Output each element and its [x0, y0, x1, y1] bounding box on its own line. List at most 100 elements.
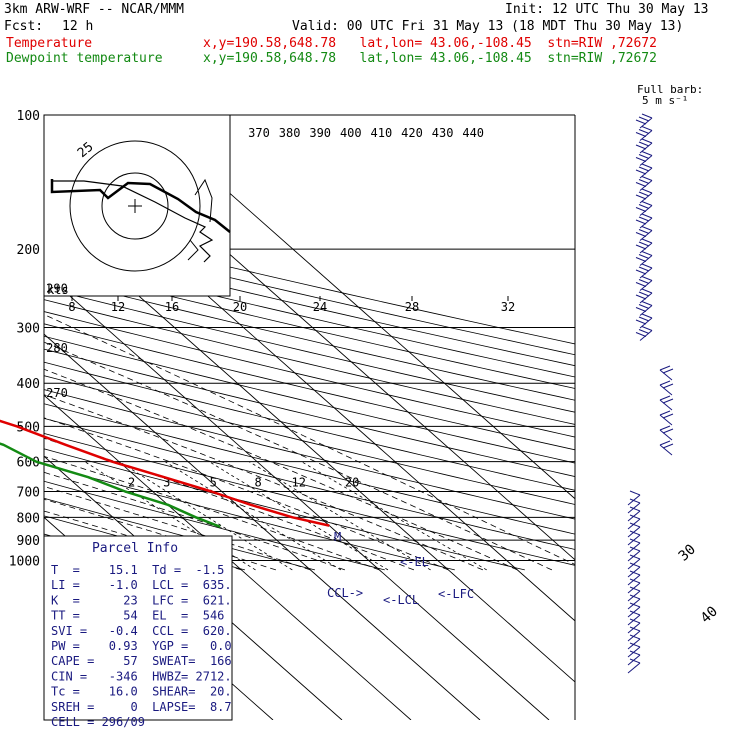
- wind-barb-staff: [659, 369, 673, 381]
- wind-barb-feather: [638, 291, 650, 297]
- wind-barb-feather: [638, 229, 650, 234]
- mixing-ratio-label-5: 5: [210, 475, 217, 489]
- wind-barb-feather: [629, 546, 641, 552]
- wind-barb-staff: [659, 414, 673, 426]
- wind-barb-feather: [662, 413, 674, 419]
- wind-barb-staff: [639, 242, 653, 254]
- isotherm--10: [44, 394, 412, 720]
- wind-barb-feather: [641, 313, 653, 319]
- moist-adiabat-20: [44, 417, 449, 571]
- wind-barb-staff: [627, 494, 641, 506]
- mixing-ratio-5: [164, 461, 342, 571]
- wind-barb-feather: [635, 144, 647, 150]
- dry-adiabat-440: [44, 264, 575, 389]
- hodograph-trace-upper: [187, 178, 213, 261]
- parcel-row: T = 15.1 Td = -1.5: [51, 563, 224, 577]
- wind-barb-feather: [641, 188, 653, 194]
- wind-barb-staff: [627, 566, 641, 578]
- moist-adiabat-30: [44, 368, 518, 571]
- mixing-ratio-label-12: 12: [291, 475, 305, 489]
- wind-barb-feather: [659, 395, 671, 401]
- hodograph-ring-1: [69, 140, 201, 272]
- theta-label-290: 290: [46, 281, 68, 295]
- wind-barb-feather: [635, 119, 647, 125]
- theta-label-270: 270: [46, 386, 68, 400]
- wind-barb-staff: [639, 330, 653, 341]
- wind-barb-feather: [659, 365, 671, 371]
- parcel-row: TT = 54 EL = 546: [51, 609, 224, 623]
- theta-label-400: 400: [340, 126, 362, 140]
- init-time: Init: 12 UTC Thu 30 May 13: [505, 2, 709, 17]
- forecast-label: Fcst:: [4, 19, 44, 34]
- wind-barb-feather: [629, 538, 641, 544]
- pressure-label-800: 800: [17, 511, 40, 526]
- wind-barb-feather: [635, 294, 647, 300]
- wind-barb-staff: [627, 598, 641, 610]
- parcel-row: SVI = -0.4 CCL = 620.: [51, 624, 232, 638]
- wind-barb-staff: [639, 130, 653, 141]
- wind-barb-staff: [627, 526, 641, 538]
- wind-barb-staff: [659, 399, 673, 411]
- wind-barb-feather: [629, 618, 641, 624]
- wind-barb-feather: [638, 116, 650, 122]
- pressure-label-400: 400: [17, 377, 40, 392]
- wind-barb-feather: [659, 410, 671, 416]
- barb-legend-unit: 5 m s⁻¹: [642, 94, 688, 107]
- isotherm-0: [44, 333, 481, 720]
- wind-barb-staff: [627, 582, 641, 594]
- wind-barb-staff: [627, 654, 641, 666]
- wind-barb-feather: [635, 232, 647, 237]
- pressure-label-900: 900: [17, 534, 40, 549]
- wind-barb-feather: [635, 332, 647, 337]
- wind-barb-feather: [629, 490, 641, 496]
- wind-barb-feather: [641, 163, 653, 169]
- wind-barb-feather: [659, 380, 671, 386]
- wind-barb-feather: [629, 506, 641, 512]
- moist-adiabat-0: [44, 486, 311, 571]
- wind-barb-feather: [641, 226, 653, 231]
- wind-barb-feather: [629, 586, 641, 592]
- wind-barb-staff: [639, 155, 653, 166]
- wind-barb-feather: [638, 254, 650, 259]
- wind-barb-feather: [638, 141, 650, 147]
- theta-label-380: 380: [279, 126, 301, 140]
- dry-adiabat-350: [44, 375, 575, 505]
- wind-barb-staff: [639, 230, 653, 241]
- wind-barb-feather: [635, 182, 647, 187]
- parcel-level-lfc: <-LFC: [438, 587, 474, 601]
- wind-barb-feather: [629, 570, 641, 576]
- wind-barb-feather: [635, 219, 647, 225]
- wind-barb-feather: [641, 263, 653, 269]
- wind-barb-feather: [638, 179, 650, 184]
- wind-barb-staff: [627, 630, 641, 642]
- wind-barb-staff: [639, 255, 653, 266]
- wind-barb-staff: [639, 267, 653, 279]
- dry-adiabat-380: [44, 335, 575, 464]
- dry-adiabat-330: [44, 403, 575, 535]
- wind-barb-feather: [629, 578, 641, 584]
- wind-barb-feather: [638, 304, 650, 309]
- theta-label-390: 390: [309, 126, 331, 140]
- dewpoint-legend-label: Dewpoint temperature: [6, 51, 163, 66]
- moist-adiabat-40: [44, 314, 575, 565]
- wind-barb-staff: [639, 292, 653, 304]
- wind-barb-feather: [638, 129, 650, 134]
- hodograph-tick-12: 12: [111, 300, 125, 314]
- wind-barb-feather: [641, 326, 653, 331]
- wind-barb-staff: [639, 305, 653, 316]
- wind-barb-feather: [641, 113, 653, 119]
- wind-barb-feather: [641, 151, 653, 156]
- moist-adiabat-25: [44, 394, 484, 571]
- hodograph-tick-16: 16: [165, 300, 179, 314]
- wind-barb-feather: [635, 244, 647, 250]
- moist-adiabat-10: [44, 455, 380, 571]
- dry-adiabat-470: [44, 232, 575, 356]
- wind-barb-feather: [629, 554, 641, 560]
- wind-barb-feather: [641, 213, 653, 219]
- isotherm-label-40: 40: [698, 603, 721, 626]
- wind-barb-feather: [638, 329, 650, 334]
- moist-adiabat--5: [44, 498, 277, 571]
- dewpoint-legend-info: x,y=190.58,648.78 lat,lon= 43.06,-108.45…: [203, 51, 657, 66]
- wind-barb-staff: [639, 142, 653, 154]
- isotherm-label-30: 30: [676, 541, 699, 564]
